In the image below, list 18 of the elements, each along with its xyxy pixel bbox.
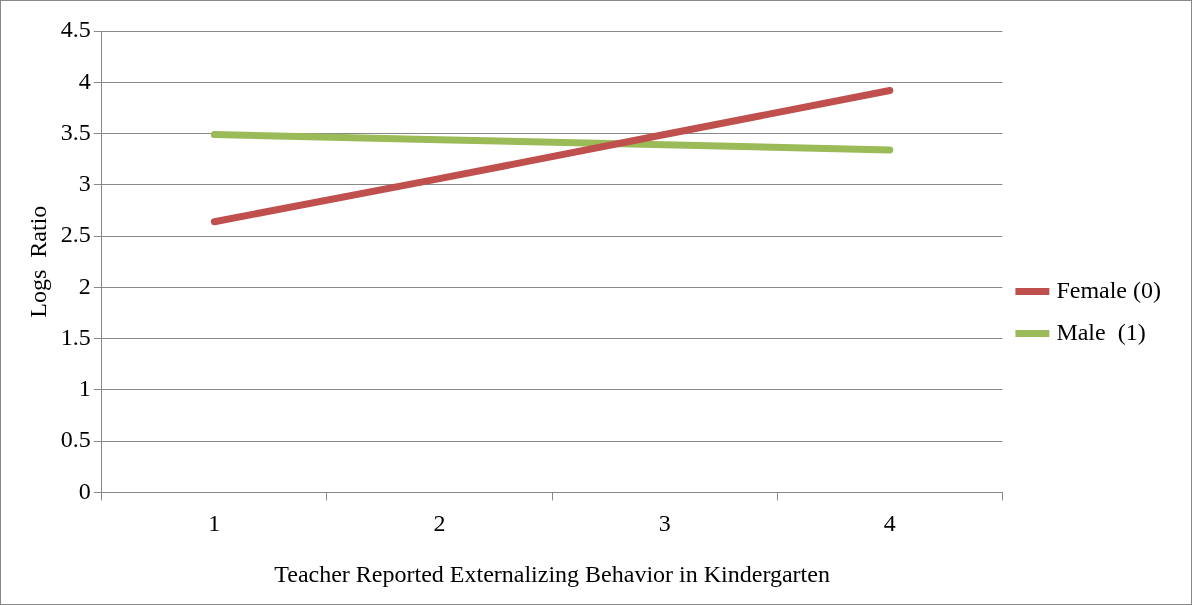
y-tick-label: 2 — [78, 272, 91, 299]
y-tick-label: 4 — [78, 67, 91, 94]
y-tick-label: 0 — [78, 477, 91, 504]
y-tick-label: 3 — [78, 170, 91, 197]
x-tick-label: 3 — [658, 510, 671, 537]
x-tick-label: 1 — [208, 510, 221, 537]
y-tick-label: 4.5 — [60, 16, 91, 43]
y-axis-title: Logs Ratio — [24, 205, 51, 318]
x-axis-title: Teacher Reported Externalizing Behavior in Kindergarten — [274, 560, 830, 587]
x-tick-label: 4 — [883, 510, 896, 537]
y-tick-label: 1 — [78, 375, 91, 402]
y-tick-label: 2.5 — [60, 221, 91, 248]
y-tick-label: 3.5 — [60, 118, 91, 145]
x-tick-label: 2 — [433, 510, 446, 537]
y-tick-label: 0.5 — [60, 426, 91, 453]
y-tick-label: 1.5 — [60, 323, 91, 350]
legend-label: Female (0) — [1056, 276, 1161, 303]
legend-label: Male (1) — [1056, 318, 1146, 345]
